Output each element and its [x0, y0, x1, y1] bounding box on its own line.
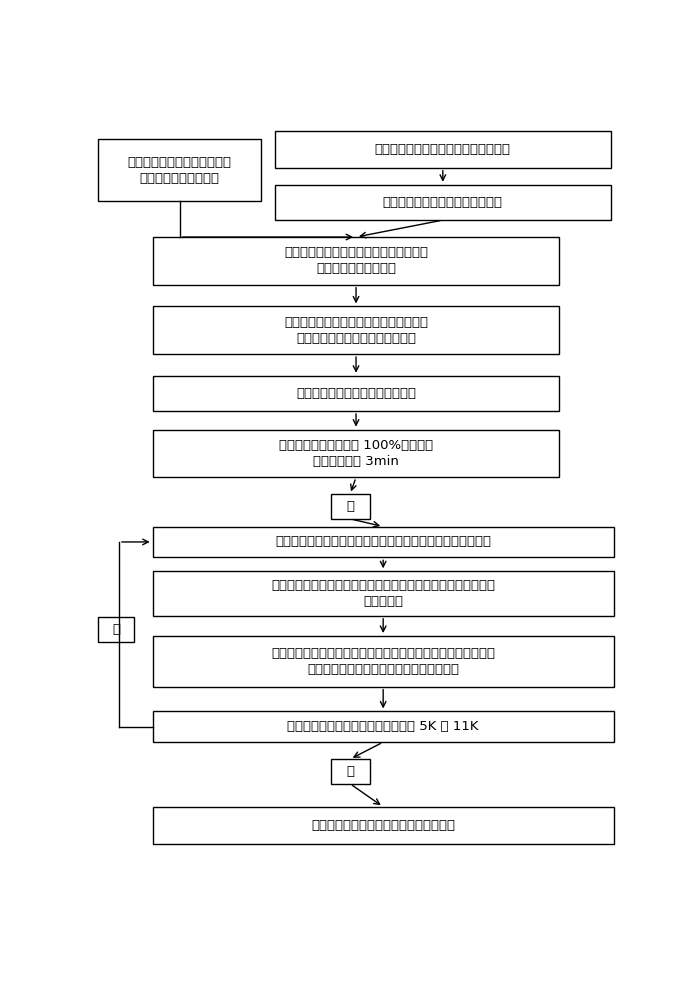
Bar	[153, 636, 614, 687]
Bar	[98, 139, 261, 201]
Text: 计算润湿阶段比例调节阀门的开度和电蒸
汽锅炉电阻丝开启数量: 计算润湿阶段比例调节阀门的开度和电蒸 汽锅炉电阻丝开启数量	[284, 246, 428, 275]
Bar	[330, 759, 370, 784]
Text: 计算试验润湿阶段需要的蒸汽总量: 计算试验润湿阶段需要的蒸汽总量	[383, 196, 503, 209]
Bar	[153, 430, 559, 477]
Text: 是: 是	[112, 623, 120, 636]
Bar	[153, 237, 559, 285]
Bar	[330, 494, 370, 519]
Text: 计算升压阶段比例调节阀门开度和电蒸汽锅炉电阻丝开启数量: 计算升压阶段比例调节阀门开度和电蒸汽锅炉电阻丝开启数量	[275, 535, 491, 548]
Text: 调节比例调节阀门开度和电蒸汽锅炉电阻
丝开启数量，向试验室内喷入蒸汽: 调节比例调节阀门开度和电蒸汽锅炉电阻 丝开启数量，向试验室内喷入蒸汽	[284, 316, 428, 345]
Text: 测量人工污秽试验室内初始温度和湿度: 测量人工污秽试验室内初始温度和湿度	[374, 143, 511, 156]
Text: 判断相对湿度是否达到 100%，且持续
时间是否达到 3min: 判断相对湿度是否达到 100%，且持续 时间是否达到 3min	[279, 439, 433, 468]
Bar	[153, 376, 559, 411]
Text: 试验结束，关闭比例调节阀和锅炉电阻丝: 试验结束，关闭比例调节阀和锅炉电阻丝	[312, 819, 455, 832]
Text: 是: 是	[346, 500, 354, 513]
Bar	[153, 807, 614, 844]
Bar	[153, 306, 559, 354]
Text: 判断试验室内的温度升高值是否达到 5K 或 11K: 判断试验室内的温度升高值是否达到 5K 或 11K	[288, 720, 479, 733]
Text: 否: 否	[346, 765, 354, 778]
Bar	[153, 711, 614, 742]
Bar	[274, 131, 611, 168]
Text: 设定高压电气设备人工污秽试
验润湿时间和升压时间: 设定高压电气设备人工污秽试 验润湿时间和升压时间	[127, 156, 232, 185]
Text: 调节比例调节阀门开度和电蒸汽锅炉电阻丝开启数量，向试验室
内喷入蒸汽: 调节比例调节阀门开度和电蒸汽锅炉电阻丝开启数量，向试验室 内喷入蒸汽	[271, 579, 495, 608]
Text: 测量气候室温度、湿度和蒸汽流量: 测量气候室温度、湿度和蒸汽流量	[296, 387, 416, 400]
Bar	[98, 617, 134, 642]
Bar	[274, 185, 611, 220]
Text: 根据测量的温度值，设定相对湿度调整目标值，对比例调节阀门
开度和电蒸汽锅炉电阻丝开启数量进行微调: 根据测量的温度值，设定相对湿度调整目标值，对比例调节阀门 开度和电蒸汽锅炉电阻丝…	[271, 647, 495, 676]
Bar	[153, 527, 614, 557]
Bar	[153, 571, 614, 616]
